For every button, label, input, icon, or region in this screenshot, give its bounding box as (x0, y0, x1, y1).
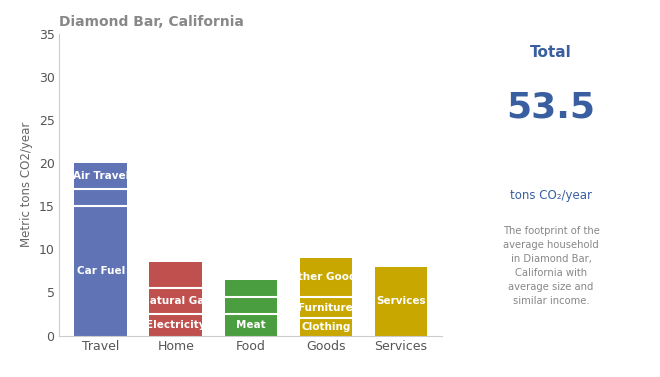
Bar (300, 258, 352, 297)
Text: Natural Gas: Natural Gas (141, 296, 211, 306)
Text: 53.5: 53.5 (507, 90, 595, 124)
Text: Meat: Meat (236, 320, 265, 330)
Bar (300, 297, 352, 318)
Text: Car Fuel: Car Fuel (77, 266, 125, 276)
Bar (149, 314, 202, 336)
Bar (224, 279, 277, 297)
Bar (75, 206, 127, 336)
Text: Total: Total (530, 45, 572, 60)
Bar (224, 297, 277, 314)
Text: Services: Services (376, 296, 426, 306)
Bar (75, 189, 127, 206)
Bar (375, 267, 427, 336)
Bar (75, 163, 127, 189)
Bar (149, 288, 202, 314)
Y-axis label: Metric tons CO2/year: Metric tons CO2/year (20, 122, 33, 247)
Text: Electricity: Electricity (146, 320, 205, 330)
Text: tons CO₂/year: tons CO₂/year (510, 188, 592, 201)
Text: The footprint of the
average household
in Diamond Bar,
California with
average s: The footprint of the average household i… (503, 226, 599, 306)
Text: Air Travel: Air Travel (73, 171, 129, 181)
Bar (300, 318, 352, 336)
Text: Furniture: Furniture (298, 302, 353, 313)
Bar (149, 262, 202, 288)
Text: Other Goods: Other Goods (289, 272, 363, 282)
Bar (224, 314, 277, 336)
Text: Clothing: Clothing (301, 322, 350, 332)
Text: Diamond Bar, California: Diamond Bar, California (59, 15, 244, 29)
